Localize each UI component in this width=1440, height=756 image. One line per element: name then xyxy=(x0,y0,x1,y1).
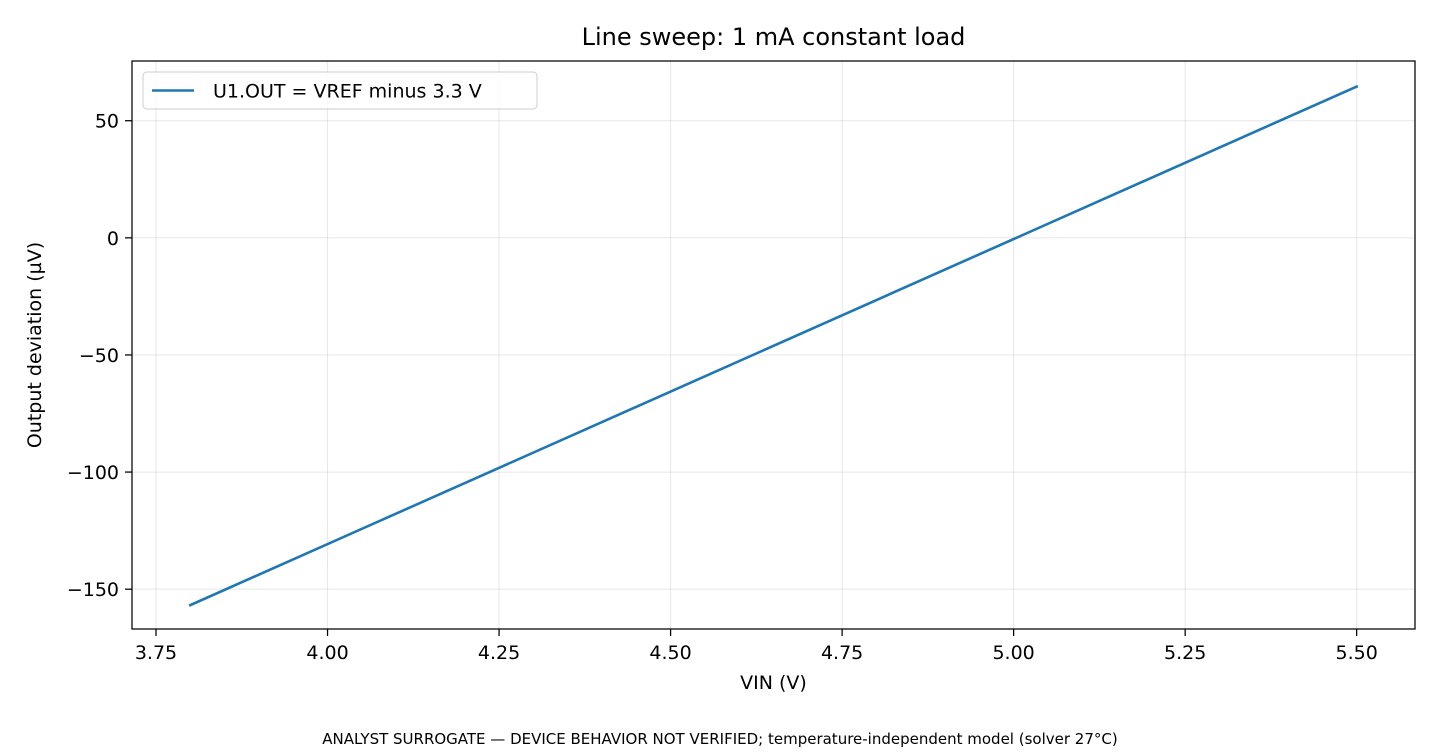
y-tick-label: −100 xyxy=(67,462,119,484)
plot-frame xyxy=(131,60,1416,630)
x-tick-label: 3.75 xyxy=(135,642,177,664)
y-axis-label: Output deviation (µV) xyxy=(24,242,46,448)
footnote: ANALYST SURROGATE — DEVICE BEHAVIOR NOT … xyxy=(322,730,1117,748)
y-tick-label: −50 xyxy=(79,345,119,367)
y-tick-label: 50 xyxy=(95,111,119,133)
x-axis-label: VIN (V) xyxy=(740,672,807,694)
x-tick-label: 4.75 xyxy=(821,642,863,664)
x-tick-label: 5.25 xyxy=(1164,642,1206,664)
y-tick-label: −150 xyxy=(67,579,119,601)
y-tick-label: 0 xyxy=(107,228,119,250)
x-tick-label: 4.25 xyxy=(478,642,520,664)
legend-box xyxy=(142,71,538,110)
x-tick-label: 5.50 xyxy=(1336,642,1378,664)
legend-label: U1.OUT = VREF minus 3.3 V xyxy=(213,81,482,103)
chart-title: Line sweep: 1 mA constant load xyxy=(582,23,966,51)
legend: U1.OUT = VREF minus 3.3 V xyxy=(142,71,538,110)
x-tick-label: 4.50 xyxy=(649,642,691,664)
x-tick-label: 5.00 xyxy=(992,642,1034,664)
series-line xyxy=(188,84,1359,607)
x-tick-label: 4.00 xyxy=(306,642,348,664)
